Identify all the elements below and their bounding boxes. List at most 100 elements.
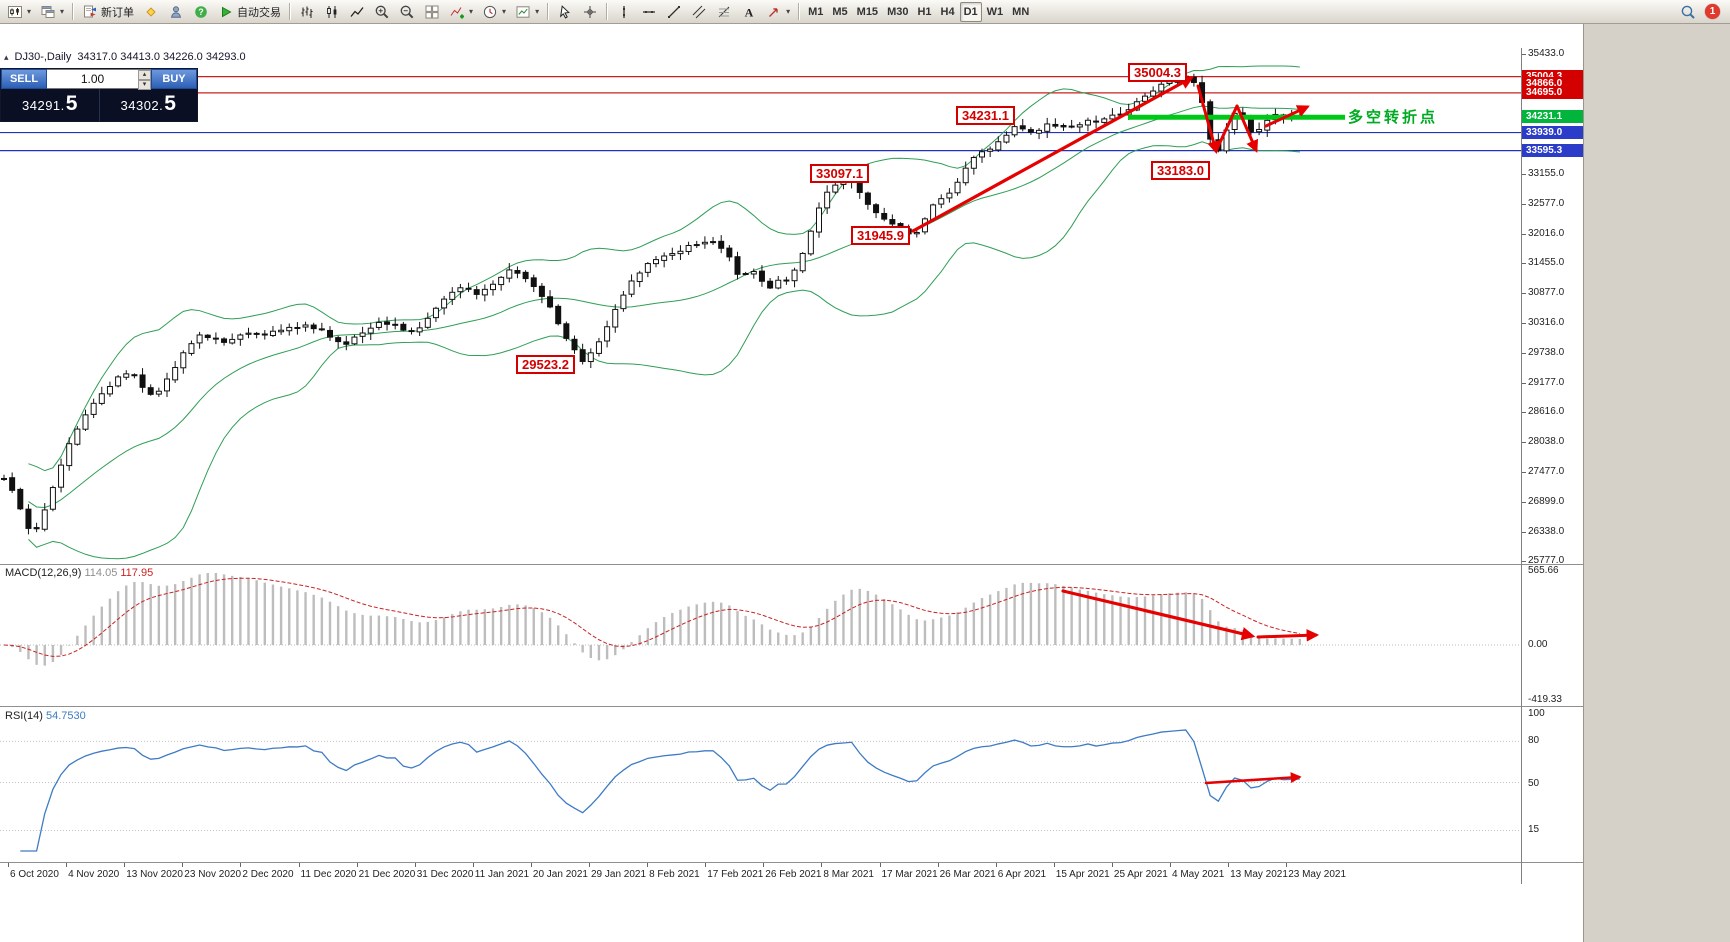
spin-up-icon[interactable]: ▴ xyxy=(138,70,151,80)
periods-button[interactable]: ▾ xyxy=(478,2,510,22)
spin-down-icon[interactable]: ▾ xyxy=(138,80,151,90)
macd-panel-separator[interactable] xyxy=(0,564,1583,565)
sell-button[interactable]: SELL xyxy=(1,69,47,89)
cursor-icon xyxy=(557,4,573,20)
notification-badge[interactable]: 1 xyxy=(1705,4,1720,19)
price-tick-mark xyxy=(1522,263,1526,264)
zoom-in-button[interactable] xyxy=(370,2,394,22)
metaeditor-button[interactable] xyxy=(139,2,163,22)
date-label: 6 Apr 2021 xyxy=(997,869,1047,880)
volume-input[interactable]: 1.00 ▴ ▾ xyxy=(47,69,151,90)
date-tick-mark xyxy=(1286,863,1288,867)
price-tick-mark xyxy=(1522,323,1526,324)
new-order-button[interactable]: 新订单 xyxy=(78,2,138,22)
layout-icon xyxy=(40,4,56,20)
date-label: 21 Dec 2020 xyxy=(358,869,416,880)
profiles-button[interactable]: ▾ xyxy=(36,2,68,22)
trendline-button[interactable] xyxy=(662,2,686,22)
cursor-button[interactable] xyxy=(553,2,577,22)
price-callout[interactable]: 33097.1 xyxy=(810,164,869,183)
toolbar-separator xyxy=(72,3,75,20)
price-chart[interactable] xyxy=(0,48,1521,862)
price-tick-label: 32016.0 xyxy=(1528,228,1565,239)
price-callout[interactable]: 33183.0 xyxy=(1151,161,1210,180)
tile-windows-button[interactable] xyxy=(420,2,444,22)
channel-button[interactable] xyxy=(687,2,711,22)
one-click-toggle-icon[interactable]: ▴ xyxy=(4,51,9,62)
timeframe-m5[interactable]: M5 xyxy=(828,2,851,22)
dropdown-arrow-icon: ▾ xyxy=(60,7,65,16)
sell-price-display[interactable]: 34291. 5 xyxy=(1,89,99,121)
autotrading-button[interactable]: 自动交易 xyxy=(214,2,285,22)
timeframe-w1[interactable]: W1 xyxy=(983,2,1008,22)
sell-price-small: 34291. xyxy=(22,98,65,113)
diamond-icon xyxy=(143,4,159,20)
text-button[interactable]: A xyxy=(737,2,761,22)
price-callout[interactable]: 29523.2 xyxy=(516,355,575,374)
price-tick-mark xyxy=(1522,204,1526,205)
templates-button[interactable]: ▾ xyxy=(511,2,543,22)
date-label: 4 Nov 2020 xyxy=(68,869,120,880)
buy-price-display[interactable]: 34302. 5 xyxy=(98,89,198,121)
crosshair-button[interactable] xyxy=(578,2,602,22)
zoom-out-button[interactable] xyxy=(395,2,419,22)
timeframe-h4[interactable]: H4 xyxy=(937,2,959,22)
crosshair-icon xyxy=(582,4,598,20)
price-callout[interactable]: 35004.3 xyxy=(1128,63,1187,82)
line-chart-button[interactable] xyxy=(345,2,369,22)
bar-chart-button[interactable] xyxy=(295,2,319,22)
rsi-scale-label: 50 xyxy=(1528,778,1540,789)
timeframe-d1[interactable]: D1 xyxy=(959,1,982,22)
trend-icon xyxy=(666,4,682,20)
new-chart-button[interactable]: ▾ xyxy=(3,2,35,22)
timeframe-m1[interactable]: M1 xyxy=(804,2,827,22)
date-tick-mark xyxy=(66,863,68,867)
horizontal-line-button[interactable] xyxy=(637,2,661,22)
volume-value: 1.00 xyxy=(80,72,105,86)
chart-window: ▴ DJ30-,Daily 34317.0 34413.0 34226.0 34… xyxy=(0,24,1583,942)
buy-price-big: 5 xyxy=(164,92,176,115)
date-tick-mark xyxy=(530,863,532,867)
timeframe-h1[interactable]: H1 xyxy=(913,2,935,22)
price-tick-label: 29177.0 xyxy=(1528,377,1565,388)
price-tick-mark xyxy=(1522,293,1526,294)
time-axis-separator[interactable] xyxy=(0,862,1583,863)
timeframe-m15[interactable]: M15 xyxy=(853,2,882,22)
main-toolbar: ▾ ▾ 新订单? 自动交易 ▾ ▾ ▾ A ▾ M1 M5 M15 M30 H1 H4 D1 W1 MN 1 xyxy=(0,0,1730,24)
time-axis[interactable]: 6 Oct 2020 4 Nov 2020 13 Nov 2020 23 Nov 20… xyxy=(0,863,1522,884)
price-tick-label: 33155.0 xyxy=(1528,168,1565,179)
price-callout[interactable]: 34231.1 xyxy=(956,106,1015,125)
linechart-icon xyxy=(349,4,365,20)
order-icon xyxy=(82,4,98,20)
indicators-button[interactable]: ▾ xyxy=(445,2,477,22)
help-button[interactable]: ? xyxy=(189,2,213,22)
button-label: 自动交易 xyxy=(237,6,282,19)
macd-value-2: 117.95 xyxy=(120,567,154,579)
toolbar-separator xyxy=(606,3,609,20)
date-tick-mark xyxy=(1111,863,1113,867)
candle-chart-button[interactable] xyxy=(320,2,344,22)
date-label: 26 Feb 2021 xyxy=(765,869,822,880)
turning-point-label[interactable]: 多空转折点 xyxy=(1348,109,1439,126)
price-tick-label: 29738.0 xyxy=(1528,347,1565,358)
price-axis[interactable]: 35433.0 33155.0 32577.0 32016.0 31455.0 30877… xyxy=(1522,48,1583,884)
date-tick-mark xyxy=(879,863,881,867)
vline-icon xyxy=(616,4,632,20)
price-tick-mark xyxy=(1522,383,1526,384)
rsi-panel-separator[interactable] xyxy=(0,706,1583,707)
date-label: 17 Feb 2021 xyxy=(707,869,764,880)
search-button[interactable] xyxy=(1676,2,1700,22)
date-label: 11 Dec 2020 xyxy=(300,869,357,880)
volume-spinner: ▴ ▾ xyxy=(138,70,151,90)
timeframe-mn[interactable]: MN xyxy=(1008,2,1033,22)
arrows-button[interactable]: ▾ xyxy=(762,2,794,22)
timeframe-m30[interactable]: M30 xyxy=(883,2,912,22)
zoomout-icon xyxy=(399,4,415,20)
vertical-line-button[interactable] xyxy=(612,2,636,22)
market-watch-button[interactable] xyxy=(164,2,188,22)
buy-button[interactable]: BUY xyxy=(151,69,197,89)
button-label: W1 xyxy=(986,5,1004,18)
trade-panel-prices: 34291. 5 34302. 5 xyxy=(1,89,197,121)
fibonacci-button[interactable] xyxy=(712,2,736,22)
price-callout[interactable]: 31945.9 xyxy=(851,226,910,245)
